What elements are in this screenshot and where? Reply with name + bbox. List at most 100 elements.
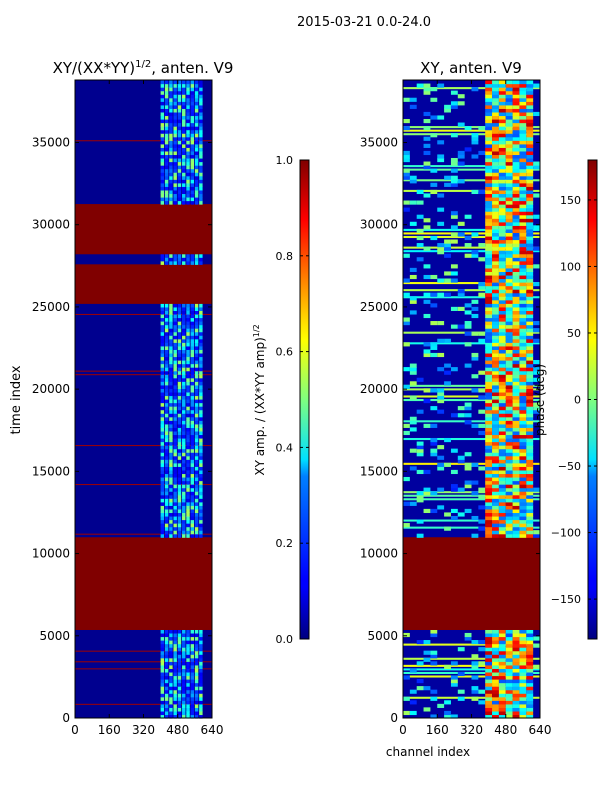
heatmap-row — [75, 572, 212, 577]
heatmap-cell — [512, 448, 520, 453]
heatmap-cell — [498, 232, 506, 237]
x-tick-label: 320 — [132, 723, 155, 737]
heatmap-cell — [160, 331, 165, 336]
heatmap-cell — [190, 360, 195, 365]
heatmap-cell — [409, 274, 417, 280]
heatmap-cell — [160, 455, 165, 460]
heatmap-cell — [160, 423, 165, 428]
heatmap-cell — [526, 491, 534, 496]
heatmap-cell — [164, 682, 169, 687]
heatmap-cell — [492, 484, 499, 489]
heatmap-cell — [177, 448, 182, 453]
heatmap-cell — [190, 388, 195, 393]
heatmap-row — [75, 278, 212, 283]
heatmap-cell — [526, 533, 534, 538]
heatmap-cell — [177, 512, 182, 517]
heatmap-cell — [194, 345, 199, 350]
heatmap-cell — [199, 484, 203, 489]
colorbar-tick-label: 100 — [560, 260, 581, 273]
heatmap-cell — [199, 501, 203, 506]
colorbar-tick-label: −100 — [551, 527, 581, 540]
heatmap-cell — [416, 498, 424, 503]
heatmap-cell — [457, 179, 465, 184]
heatmap-cell — [190, 126, 195, 131]
heatmap-cell — [485, 384, 493, 389]
heatmap-cell — [190, 505, 195, 510]
heatmap-cell — [526, 204, 534, 209]
heatmap-cell — [505, 94, 513, 99]
heatmap-cell — [182, 193, 186, 198]
heatmap-cell — [199, 693, 203, 698]
heatmap-cell — [526, 289, 534, 294]
heatmap-cell — [423, 118, 431, 124]
heatmap-cell — [173, 179, 177, 184]
heatmap-cell — [194, 200, 199, 205]
heatmap-cell — [526, 416, 534, 421]
heatmap-cell — [512, 140, 520, 145]
heatmap-cell — [492, 321, 499, 326]
heatmap-cell — [403, 278, 410, 283]
heatmap-cell — [194, 342, 199, 347]
heatmap-cell — [423, 165, 431, 170]
heatmap-cell — [512, 629, 520, 634]
heatmap-cell — [190, 186, 195, 191]
heatmap-cell — [512, 654, 520, 659]
heatmap-cell — [190, 501, 195, 506]
heatmap-cell — [186, 707, 190, 712]
heatmap-cell — [190, 175, 195, 180]
heatmap-cell — [190, 381, 195, 386]
heatmap-cell — [164, 122, 169, 127]
heatmap-cell — [492, 480, 499, 485]
heatmap-cell — [492, 381, 499, 386]
heatmap-cell — [186, 83, 190, 88]
heatmap-cell — [492, 140, 499, 145]
heatmap-cell — [485, 257, 493, 262]
heatmap-row — [75, 285, 212, 290]
heatmap-cell — [403, 430, 410, 436]
heatmap-cell — [512, 115, 520, 120]
heatmap-cell — [485, 643, 493, 648]
heatmap-cell — [190, 466, 195, 471]
heatmap-cell — [485, 427, 493, 432]
heatmap-cell — [194, 466, 199, 471]
heatmap-cell — [173, 476, 177, 482]
heatmap-cell — [512, 345, 520, 350]
heatmap-cell — [485, 430, 493, 436]
heatmap-cell — [403, 696, 410, 701]
heatmap-cell — [519, 296, 527, 301]
heatmap-cell — [505, 122, 513, 127]
heatmap-cell — [423, 111, 431, 117]
heatmap-cell — [160, 526, 165, 531]
heatmap-cell — [423, 83, 431, 88]
heatmap-cell — [164, 391, 169, 397]
heatmap-cell — [526, 310, 534, 315]
heatmap-cell — [492, 253, 499, 258]
heatmap-cell — [169, 101, 173, 106]
heatmap-cell — [182, 381, 186, 386]
heatmap-cell — [492, 196, 499, 202]
heatmap-cell — [186, 165, 190, 170]
heatmap-cell — [464, 466, 472, 471]
heatmap-cell — [485, 650, 493, 655]
heatmap-cell — [164, 363, 169, 368]
heatmap-cell — [194, 161, 199, 166]
heatmap-cell — [160, 118, 165, 124]
heatmap-cell — [492, 345, 499, 350]
heatmap-cell — [164, 498, 169, 503]
heatmap-cell — [173, 466, 177, 471]
heatmap-cell — [164, 523, 169, 528]
heatmap-cell — [505, 228, 513, 234]
heatmap-cell — [169, 182, 173, 187]
heatmap-cell — [492, 452, 499, 457]
heatmap-cell — [177, 97, 182, 102]
heatmap-cell — [512, 154, 520, 159]
heatmap-cell — [182, 484, 186, 489]
heatmap-cell — [190, 636, 195, 641]
heatmap-cell — [186, 714, 190, 719]
heatmap-row — [75, 611, 212, 616]
heatmap-cell — [450, 211, 458, 216]
heatmap-cell — [505, 416, 513, 421]
left-title: XY/(XX*YY)1/2, anten. V9 — [53, 59, 234, 77]
heatmap-cell — [492, 207, 499, 212]
heatmap-cell — [437, 367, 445, 372]
